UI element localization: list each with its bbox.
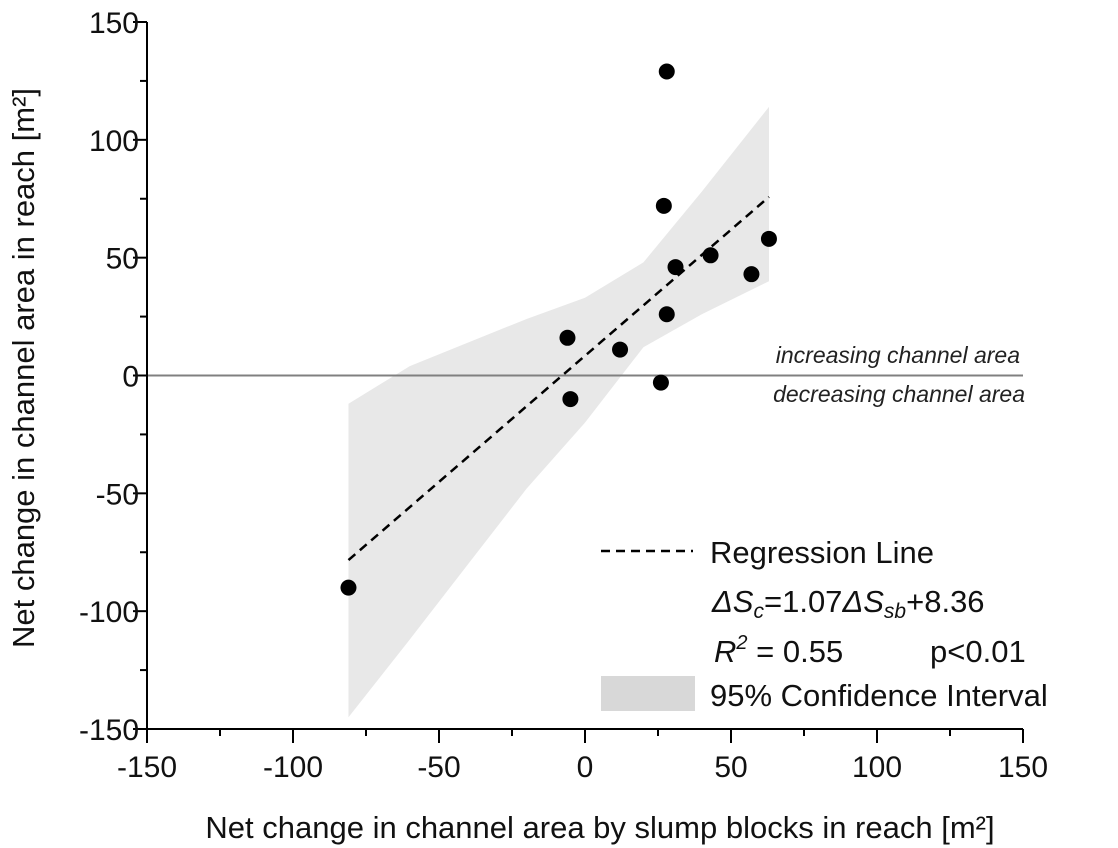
annotation-increasing: increasing channel area xyxy=(776,342,1020,368)
legend-ci-swatch xyxy=(601,676,695,711)
data-point-6 xyxy=(655,197,672,214)
equation-slope: =1.07 xyxy=(764,584,842,619)
y-tick-label: 150 xyxy=(89,7,139,40)
points-layer xyxy=(340,63,777,596)
y-tick-label: 100 xyxy=(89,125,139,158)
data-point-1 xyxy=(340,579,357,596)
data-point-4 xyxy=(612,341,629,358)
regression-layer xyxy=(347,195,770,561)
x-tick-label: -100 xyxy=(263,751,323,784)
data-point-7 xyxy=(658,306,675,323)
r2-value: = 0.55 xyxy=(748,634,844,669)
data-point-11 xyxy=(743,266,760,283)
confidence-band-layer xyxy=(348,106,769,718)
x-tick-label: 100 xyxy=(852,751,902,784)
legend-ci-label: 95% Confidence Interval xyxy=(710,678,1048,713)
y-tick-label: -100 xyxy=(79,596,139,629)
x-tick-label: -50 xyxy=(417,751,460,784)
equation-sub-sb: sb xyxy=(884,600,907,623)
data-point-3 xyxy=(562,391,579,408)
equation-delta-s: ΔS xyxy=(711,584,754,619)
y-axis-title: Net change in channel area in reach [m²] xyxy=(6,88,41,648)
data-point-10 xyxy=(702,247,719,264)
y-tick-label: -150 xyxy=(79,714,139,747)
equation-delta-s2: ΔS xyxy=(841,584,884,619)
r2-var: R xyxy=(714,634,736,669)
equation-sub-c: c xyxy=(753,600,764,623)
legend-equation: ΔSc=1.07ΔSsb+8.36 xyxy=(711,584,985,623)
y-tick-label: 0 xyxy=(122,361,139,394)
confidence-band xyxy=(348,106,769,718)
data-point-5 xyxy=(652,374,669,391)
data-point-2 xyxy=(559,329,576,346)
annotation-decreasing: decreasing channel area xyxy=(773,381,1025,407)
data-point-8 xyxy=(658,63,675,80)
r2-sup: 2 xyxy=(735,632,747,654)
x-axis-title: Net change in channel area by slump bloc… xyxy=(205,810,994,845)
legend-p-value: p<0.01 xyxy=(930,634,1026,669)
equation-intercept: +8.36 xyxy=(906,584,984,619)
x-tick-label: -150 xyxy=(117,751,177,784)
legend-regression-label: Regression Line xyxy=(710,535,934,570)
data-point-12 xyxy=(760,230,777,247)
y-tick-label: -50 xyxy=(96,478,139,511)
legend-r2: R2 = 0.55 xyxy=(714,632,843,669)
axes-layer: -150 -100 -50 0 50 100 150 -150 -100 -50 0 50 100 150 xyxy=(79,7,1048,784)
legend: Regression Line ΔSc=1.07ΔSsb+8.36 R2 = 0… xyxy=(601,535,1048,713)
y-tick-label: 50 xyxy=(106,243,139,276)
x-tick-label: 150 xyxy=(998,751,1048,784)
data-point-9 xyxy=(667,259,684,276)
x-tick-label: 50 xyxy=(714,751,747,784)
x-tick-label: 0 xyxy=(577,751,594,784)
regression-line xyxy=(347,195,770,561)
